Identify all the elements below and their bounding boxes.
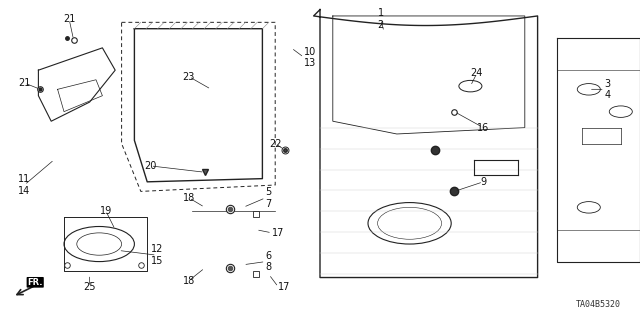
- Text: 16: 16: [477, 122, 490, 133]
- Text: 5
7: 5 7: [266, 187, 272, 209]
- Text: 20: 20: [144, 161, 157, 171]
- Text: 1
2: 1 2: [378, 8, 384, 30]
- Text: 21: 21: [63, 14, 76, 24]
- Text: 6
8: 6 8: [266, 251, 272, 272]
- Text: 17: 17: [272, 228, 284, 238]
- Text: 25: 25: [83, 282, 96, 292]
- Text: 18: 18: [182, 193, 195, 203]
- Text: 10
13: 10 13: [304, 47, 316, 68]
- Text: 18: 18: [182, 276, 195, 286]
- Text: 17: 17: [278, 282, 291, 292]
- Text: 21: 21: [18, 78, 31, 88]
- Text: 11
14: 11 14: [18, 174, 31, 196]
- Text: 23: 23: [182, 71, 195, 82]
- Text: 19: 19: [99, 205, 112, 216]
- Text: 24: 24: [470, 68, 483, 78]
- Text: TA04B5320: TA04B5320: [576, 300, 621, 309]
- Text: 3
4: 3 4: [605, 78, 611, 100]
- Text: FR.: FR.: [28, 278, 43, 287]
- Text: 22: 22: [269, 138, 282, 149]
- Text: 12
15: 12 15: [150, 244, 163, 266]
- Text: 9: 9: [480, 177, 486, 187]
